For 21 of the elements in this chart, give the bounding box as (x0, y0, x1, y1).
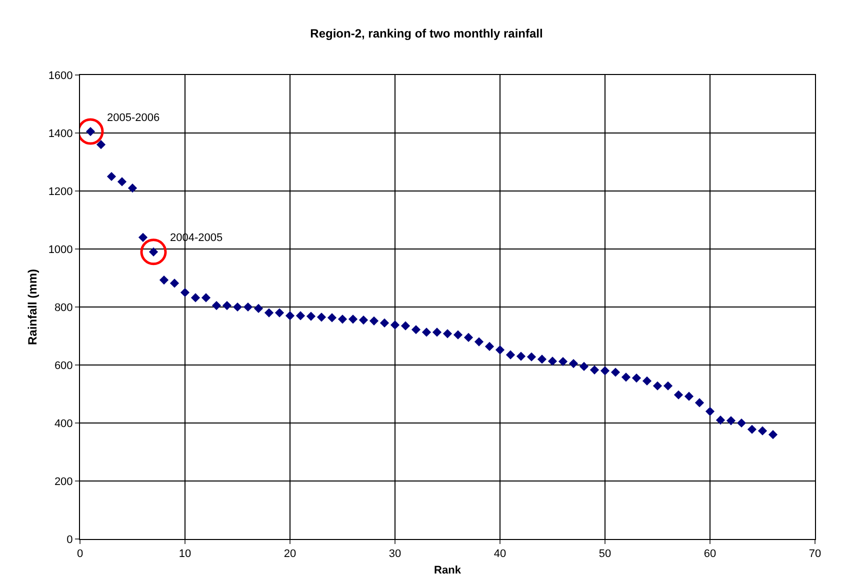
y-tick-label: 600 (54, 360, 73, 372)
x-tick-label: 70 (808, 548, 822, 560)
y-tick-label: 200 (54, 476, 73, 488)
x-tick-label: 40 (494, 548, 506, 560)
x-tick-label: 30 (388, 548, 402, 560)
y-tick-label: 800 (54, 302, 73, 314)
y-tick-label: 1200 (48, 186, 73, 198)
y-tick-label: 1400 (48, 128, 73, 140)
x-tick-label: 60 (704, 548, 716, 560)
y-tick-label: 0 (66, 534, 73, 546)
y-tick-label: 400 (54, 418, 73, 430)
annotation: 2005-2006 (107, 112, 160, 124)
x-tick-label: 20 (284, 548, 296, 560)
y-axis-title: Rainfall (mm) (26, 268, 40, 346)
x-tick-label: 0 (76, 548, 84, 560)
chart-title: Region-2, ranking of two monthly rainfall (310, 26, 543, 41)
y-tick-label: 1000 (48, 244, 73, 256)
y-tick-label: 1600 (48, 70, 73, 82)
x-axis-title: Rank (434, 564, 462, 576)
x-tick-label: 50 (598, 548, 612, 560)
x-tick-label: 10 (178, 548, 192, 560)
